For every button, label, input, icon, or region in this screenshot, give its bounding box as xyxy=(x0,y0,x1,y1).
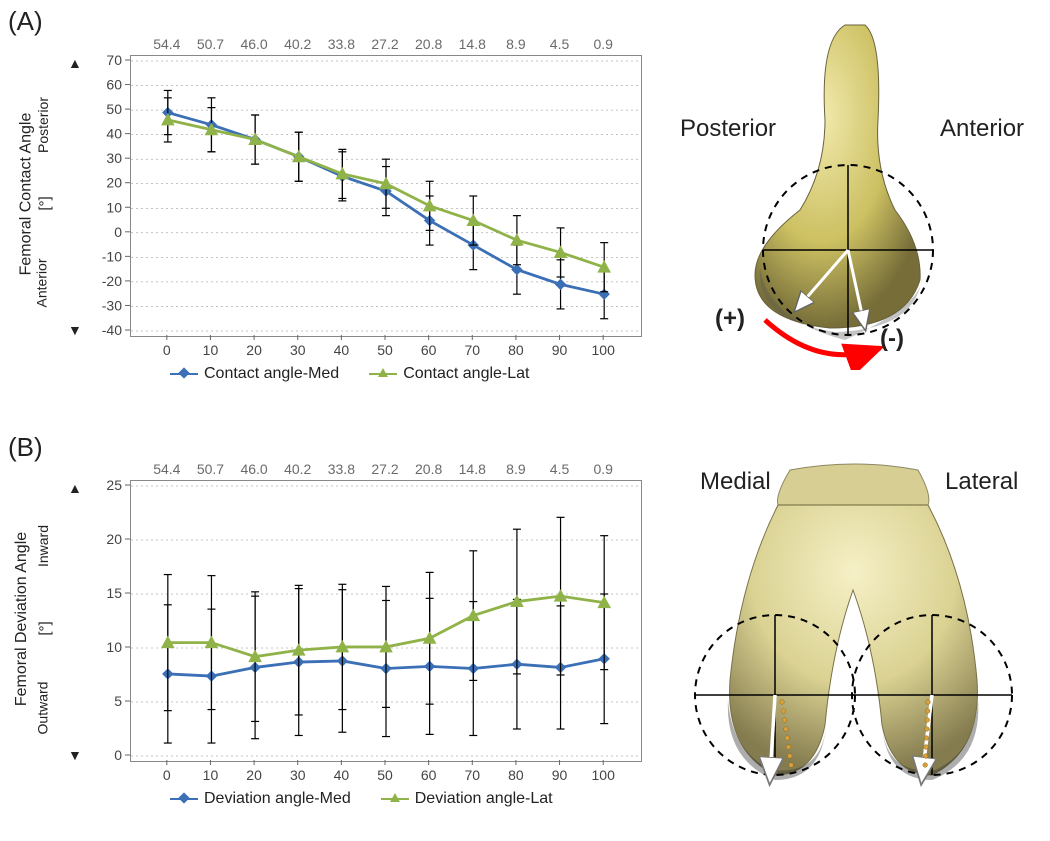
diag-b-lateral: Lateral xyxy=(945,468,1018,496)
svg-text:4.5: 4.5 xyxy=(550,461,570,477)
svg-text:0: 0 xyxy=(114,747,122,763)
svg-text:-20: -20 xyxy=(102,273,122,289)
diag-a-anterior: Anterior xyxy=(940,115,1024,143)
svg-text:80: 80 xyxy=(508,767,524,783)
arrow-a-down-icon: ▼ xyxy=(68,322,82,338)
legend-b-med: Deviation angle-Med xyxy=(170,790,351,808)
arrow-b-down-icon: ▼ xyxy=(68,747,82,763)
svg-text:40: 40 xyxy=(334,767,350,783)
svg-text:50: 50 xyxy=(377,342,393,358)
svg-text:46.0: 46.0 xyxy=(240,36,267,52)
svg-text:10: 10 xyxy=(106,199,122,215)
ylabel-b-unit: [°] xyxy=(37,621,54,635)
svg-text:70: 70 xyxy=(464,342,480,358)
chart-a-axis: -40 -30 -20 -10 0 10 20 30 40 50 60 70 0 54.4 10 50.7 20… xyxy=(70,35,730,395)
svg-text:54.4: 54.4 xyxy=(153,36,180,52)
svg-text:4.5: 4.5 xyxy=(550,36,570,52)
diagram-b xyxy=(670,440,1040,820)
svg-text:10: 10 xyxy=(106,639,122,655)
svg-text:20: 20 xyxy=(106,531,122,547)
svg-text:100: 100 xyxy=(592,767,616,783)
svg-text:46.0: 46.0 xyxy=(240,461,267,477)
chart-b-axis: 0 5 10 15 20 25 0 54.4 10 50.7 20 46.0 30 40.2 40 33.8 5… xyxy=(70,460,730,820)
svg-text:100: 100 xyxy=(592,342,616,358)
svg-text:0.9: 0.9 xyxy=(593,36,613,52)
svg-text:40: 40 xyxy=(334,342,350,358)
svg-text:-30: -30 xyxy=(102,297,122,313)
svg-text:40: 40 xyxy=(106,126,122,142)
svg-text:60: 60 xyxy=(421,767,437,783)
legend-a-med: Contact angle-Med xyxy=(170,365,339,383)
legend-a-med-swatch xyxy=(170,373,198,375)
svg-text:20: 20 xyxy=(246,342,262,358)
ylabel-b-neg: Outward xyxy=(34,682,50,735)
svg-text:70: 70 xyxy=(106,52,122,68)
panel-b-label: (B) xyxy=(8,432,43,463)
svg-text:27.2: 27.2 xyxy=(371,36,398,52)
svg-text:60: 60 xyxy=(421,342,437,358)
svg-text:30: 30 xyxy=(290,342,306,358)
legend-b-lat: Deviation angle-Lat xyxy=(381,790,553,808)
svg-text:90: 90 xyxy=(552,342,568,358)
svg-text:8.9: 8.9 xyxy=(506,36,526,52)
svg-text:50.7: 50.7 xyxy=(197,36,224,52)
arrow-b-up-icon: ▲ xyxy=(68,480,82,496)
svg-text:80: 80 xyxy=(508,342,524,358)
svg-text:50: 50 xyxy=(106,101,122,117)
ylabel-a-main: Femoral Contact Angle xyxy=(17,113,35,276)
diag-b-medial: Medial xyxy=(700,468,771,496)
svg-text:14.8: 14.8 xyxy=(459,461,486,477)
svg-text:20.8: 20.8 xyxy=(415,36,442,52)
svg-text:15: 15 xyxy=(106,585,122,601)
svg-text:33.8: 33.8 xyxy=(328,36,355,52)
svg-text:54.4: 54.4 xyxy=(153,461,180,477)
svg-text:27.2: 27.2 xyxy=(371,461,398,477)
svg-text:70: 70 xyxy=(464,767,480,783)
ylabel-a-neg: Anterior xyxy=(34,258,50,307)
svg-text:10: 10 xyxy=(203,767,219,783)
arrow-a-up-icon: ▲ xyxy=(68,55,82,71)
svg-text:-10: -10 xyxy=(102,248,122,264)
legend-b-med-swatch xyxy=(170,798,198,800)
svg-text:33.8: 33.8 xyxy=(328,461,355,477)
svg-text:0.9: 0.9 xyxy=(593,461,613,477)
svg-text:25: 25 xyxy=(106,477,122,493)
svg-text:5: 5 xyxy=(114,693,122,709)
ylabel-b-main: Femoral Deviation Angle xyxy=(13,532,31,706)
svg-text:30: 30 xyxy=(290,767,306,783)
svg-text:40.2: 40.2 xyxy=(284,36,311,52)
svg-text:60: 60 xyxy=(106,77,122,93)
svg-text:50: 50 xyxy=(377,767,393,783)
ylabel-a-unit: [°] xyxy=(37,196,54,210)
svg-text:0: 0 xyxy=(114,224,122,240)
legend-b-lat-label: Deviation angle-Lat xyxy=(415,790,553,808)
legend-b-lat-swatch xyxy=(381,798,409,800)
svg-text:50.7: 50.7 xyxy=(197,461,224,477)
svg-text:90: 90 xyxy=(552,767,568,783)
diag-a-minus: (-) xyxy=(880,325,904,353)
svg-text:20: 20 xyxy=(106,175,122,191)
svg-text:0: 0 xyxy=(163,767,171,783)
diag-a-posterior: Posterior xyxy=(680,115,776,143)
svg-text:20: 20 xyxy=(246,767,262,783)
svg-text:10: 10 xyxy=(203,342,219,358)
ylabel-b-pos: Inward xyxy=(35,525,51,567)
svg-text:40.2: 40.2 xyxy=(284,461,311,477)
legend-a-lat-label: Contact angle-Lat xyxy=(403,365,529,383)
svg-text:30: 30 xyxy=(106,150,122,166)
panel-a-label: (A) xyxy=(8,6,43,37)
svg-text:20.8: 20.8 xyxy=(415,461,442,477)
svg-text:8.9: 8.9 xyxy=(506,461,526,477)
legend-b-med-label: Deviation angle-Med xyxy=(204,790,351,808)
legend-b: Deviation angle-Med Deviation angle-Lat xyxy=(170,790,553,808)
legend-a: Contact angle-Med Contact angle-Lat xyxy=(170,365,530,383)
svg-text:0: 0 xyxy=(163,342,171,358)
legend-a-med-label: Contact angle-Med xyxy=(204,365,339,383)
svg-text:-40: -40 xyxy=(102,322,122,338)
legend-a-lat: Contact angle-Lat xyxy=(369,365,529,383)
svg-text:14.8: 14.8 xyxy=(459,36,486,52)
legend-a-lat-swatch xyxy=(369,373,397,375)
diag-a-plus: (+) xyxy=(715,305,745,333)
ylabel-a-pos: Posterior xyxy=(35,97,51,153)
